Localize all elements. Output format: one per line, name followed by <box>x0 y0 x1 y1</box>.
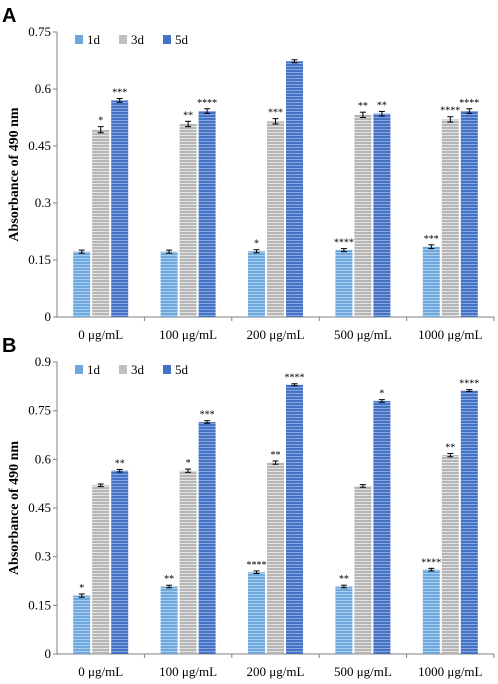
significance-label: **** <box>440 106 460 117</box>
significance-label: *** <box>112 88 127 99</box>
category-label: 0 μg/mL <box>78 327 123 342</box>
category-label: 0 μg/mL <box>78 664 123 679</box>
significance-label: ** <box>115 458 125 469</box>
significance-label: **** <box>285 373 305 384</box>
bar-3d <box>441 455 459 654</box>
y-tick-label: 0.3 <box>35 195 51 210</box>
bar-3d <box>92 129 110 317</box>
significance-label: * <box>79 583 84 594</box>
significance-label: **** <box>197 98 217 109</box>
bar-5d <box>198 111 216 317</box>
bar-3d <box>354 485 372 654</box>
category-label: 1000 μg/mL <box>418 327 482 342</box>
y-tick-label: 0 <box>45 309 52 324</box>
category-label: 500 μg/mL <box>334 664 392 679</box>
bar-5d <box>111 100 129 318</box>
legend-label-5d: 5d <box>175 32 189 47</box>
significance-label: **** <box>334 238 354 249</box>
legend-swatch-1d <box>75 365 83 374</box>
significance-label: ** <box>445 442 455 453</box>
y-tick-label: 0.9 <box>35 354 51 369</box>
y-tick-label: 0.6 <box>35 451 52 466</box>
bar-3d <box>441 119 459 318</box>
legend-label-3d: 3d <box>131 32 145 47</box>
bar-3d <box>267 121 284 317</box>
y-tick-label: 0.15 <box>28 597 51 612</box>
y-tick-label: 0.75 <box>28 24 51 39</box>
significance-label: *** <box>424 234 439 245</box>
bar-3d <box>179 123 197 318</box>
y-tick-label: 0.15 <box>28 252 51 267</box>
significance-label: ** <box>271 450 281 461</box>
legend-label-1d: 1d <box>87 32 101 47</box>
y-tick-label: 0 <box>45 646 52 661</box>
bar-5d <box>286 384 303 654</box>
bar-3d <box>267 462 284 654</box>
category-label: 100 μg/mL <box>159 664 217 679</box>
legend-swatch-1d <box>75 35 83 44</box>
legend-label-1d: 1d <box>87 362 101 377</box>
y-tick-label: 0.3 <box>35 549 51 564</box>
category-label: 200 μg/mL <box>247 664 305 679</box>
significance-label: ** <box>164 574 174 585</box>
legend-swatch-5d <box>163 35 171 44</box>
significance-label: ** <box>358 101 368 112</box>
bar-1d <box>335 250 353 317</box>
legend-label-3d: 3d <box>131 362 145 377</box>
legend-swatch-3d <box>119 365 127 374</box>
bar-5d <box>111 470 129 654</box>
bar-5d <box>198 422 216 654</box>
panel-letter: B <box>2 335 16 357</box>
bar-1d <box>73 595 91 654</box>
bar-5d <box>373 113 391 317</box>
significance-label: **** <box>421 557 441 568</box>
y-axis-title: Absorbance of 490 nm <box>7 107 22 242</box>
y-tick-label: 0.6 <box>35 81 52 96</box>
bar-3d <box>354 114 372 317</box>
bar-1d <box>248 251 265 317</box>
y-tick-label: 0.75 <box>28 403 51 418</box>
bar-5d <box>373 400 391 654</box>
bar-1d <box>422 246 440 317</box>
bar-1d <box>160 586 178 654</box>
significance-label: * <box>186 458 191 469</box>
significance-label: * <box>98 116 103 127</box>
category-label: 200 μg/mL <box>247 327 305 342</box>
category-label: 100 μg/mL <box>159 327 217 342</box>
bar-1d <box>422 569 440 654</box>
bar-5d <box>286 61 303 318</box>
y-tick-label: 0.45 <box>28 138 51 153</box>
legend-swatch-5d <box>163 365 171 374</box>
bar-1d <box>73 251 91 317</box>
bar-3d <box>179 470 197 654</box>
panel-letter: A <box>2 5 16 27</box>
category-label: 500 μg/mL <box>334 327 392 342</box>
chart-panel-a: A 0 0.15 0.3 0.45 0.6 0.75 Absorbance of 490 nm… <box>2 5 495 342</box>
legend-label-5d: 5d <box>175 362 189 377</box>
significance-label: ** <box>377 100 387 111</box>
significance-label: *** <box>200 410 215 421</box>
y-tick-label: 0.45 <box>28 500 51 515</box>
significance-label: **** <box>247 560 267 571</box>
legend-swatch-3d <box>119 35 127 44</box>
significance-label: ** <box>183 110 193 121</box>
bar-5d <box>460 390 478 654</box>
bar-5d <box>460 111 478 317</box>
significance-label: **** <box>459 98 479 109</box>
bar-1d <box>160 251 178 317</box>
significance-label: * <box>254 239 259 250</box>
significance-label: *** <box>268 108 283 119</box>
category-label: 1000 μg/mL <box>418 664 482 679</box>
significance-label: **** <box>459 379 479 390</box>
bar-1d <box>248 572 265 654</box>
chart-panel-b: B 0 0.15 0.3 0.45 0.6 0.75 0.9 Absorbance of 490… <box>2 335 495 679</box>
bar-1d <box>335 586 353 654</box>
y-axis-title: Absorbance of 490 nm <box>7 441 22 576</box>
bar-3d <box>92 485 110 654</box>
significance-label: ** <box>339 574 349 585</box>
significance-label: * <box>379 389 384 400</box>
